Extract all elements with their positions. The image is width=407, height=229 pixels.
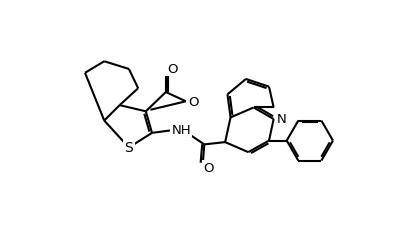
Text: S: S xyxy=(125,141,133,155)
Text: N: N xyxy=(277,113,287,126)
Text: O: O xyxy=(188,95,199,108)
Text: O: O xyxy=(167,63,177,76)
Text: O: O xyxy=(204,162,214,174)
Text: NH: NH xyxy=(171,123,191,136)
